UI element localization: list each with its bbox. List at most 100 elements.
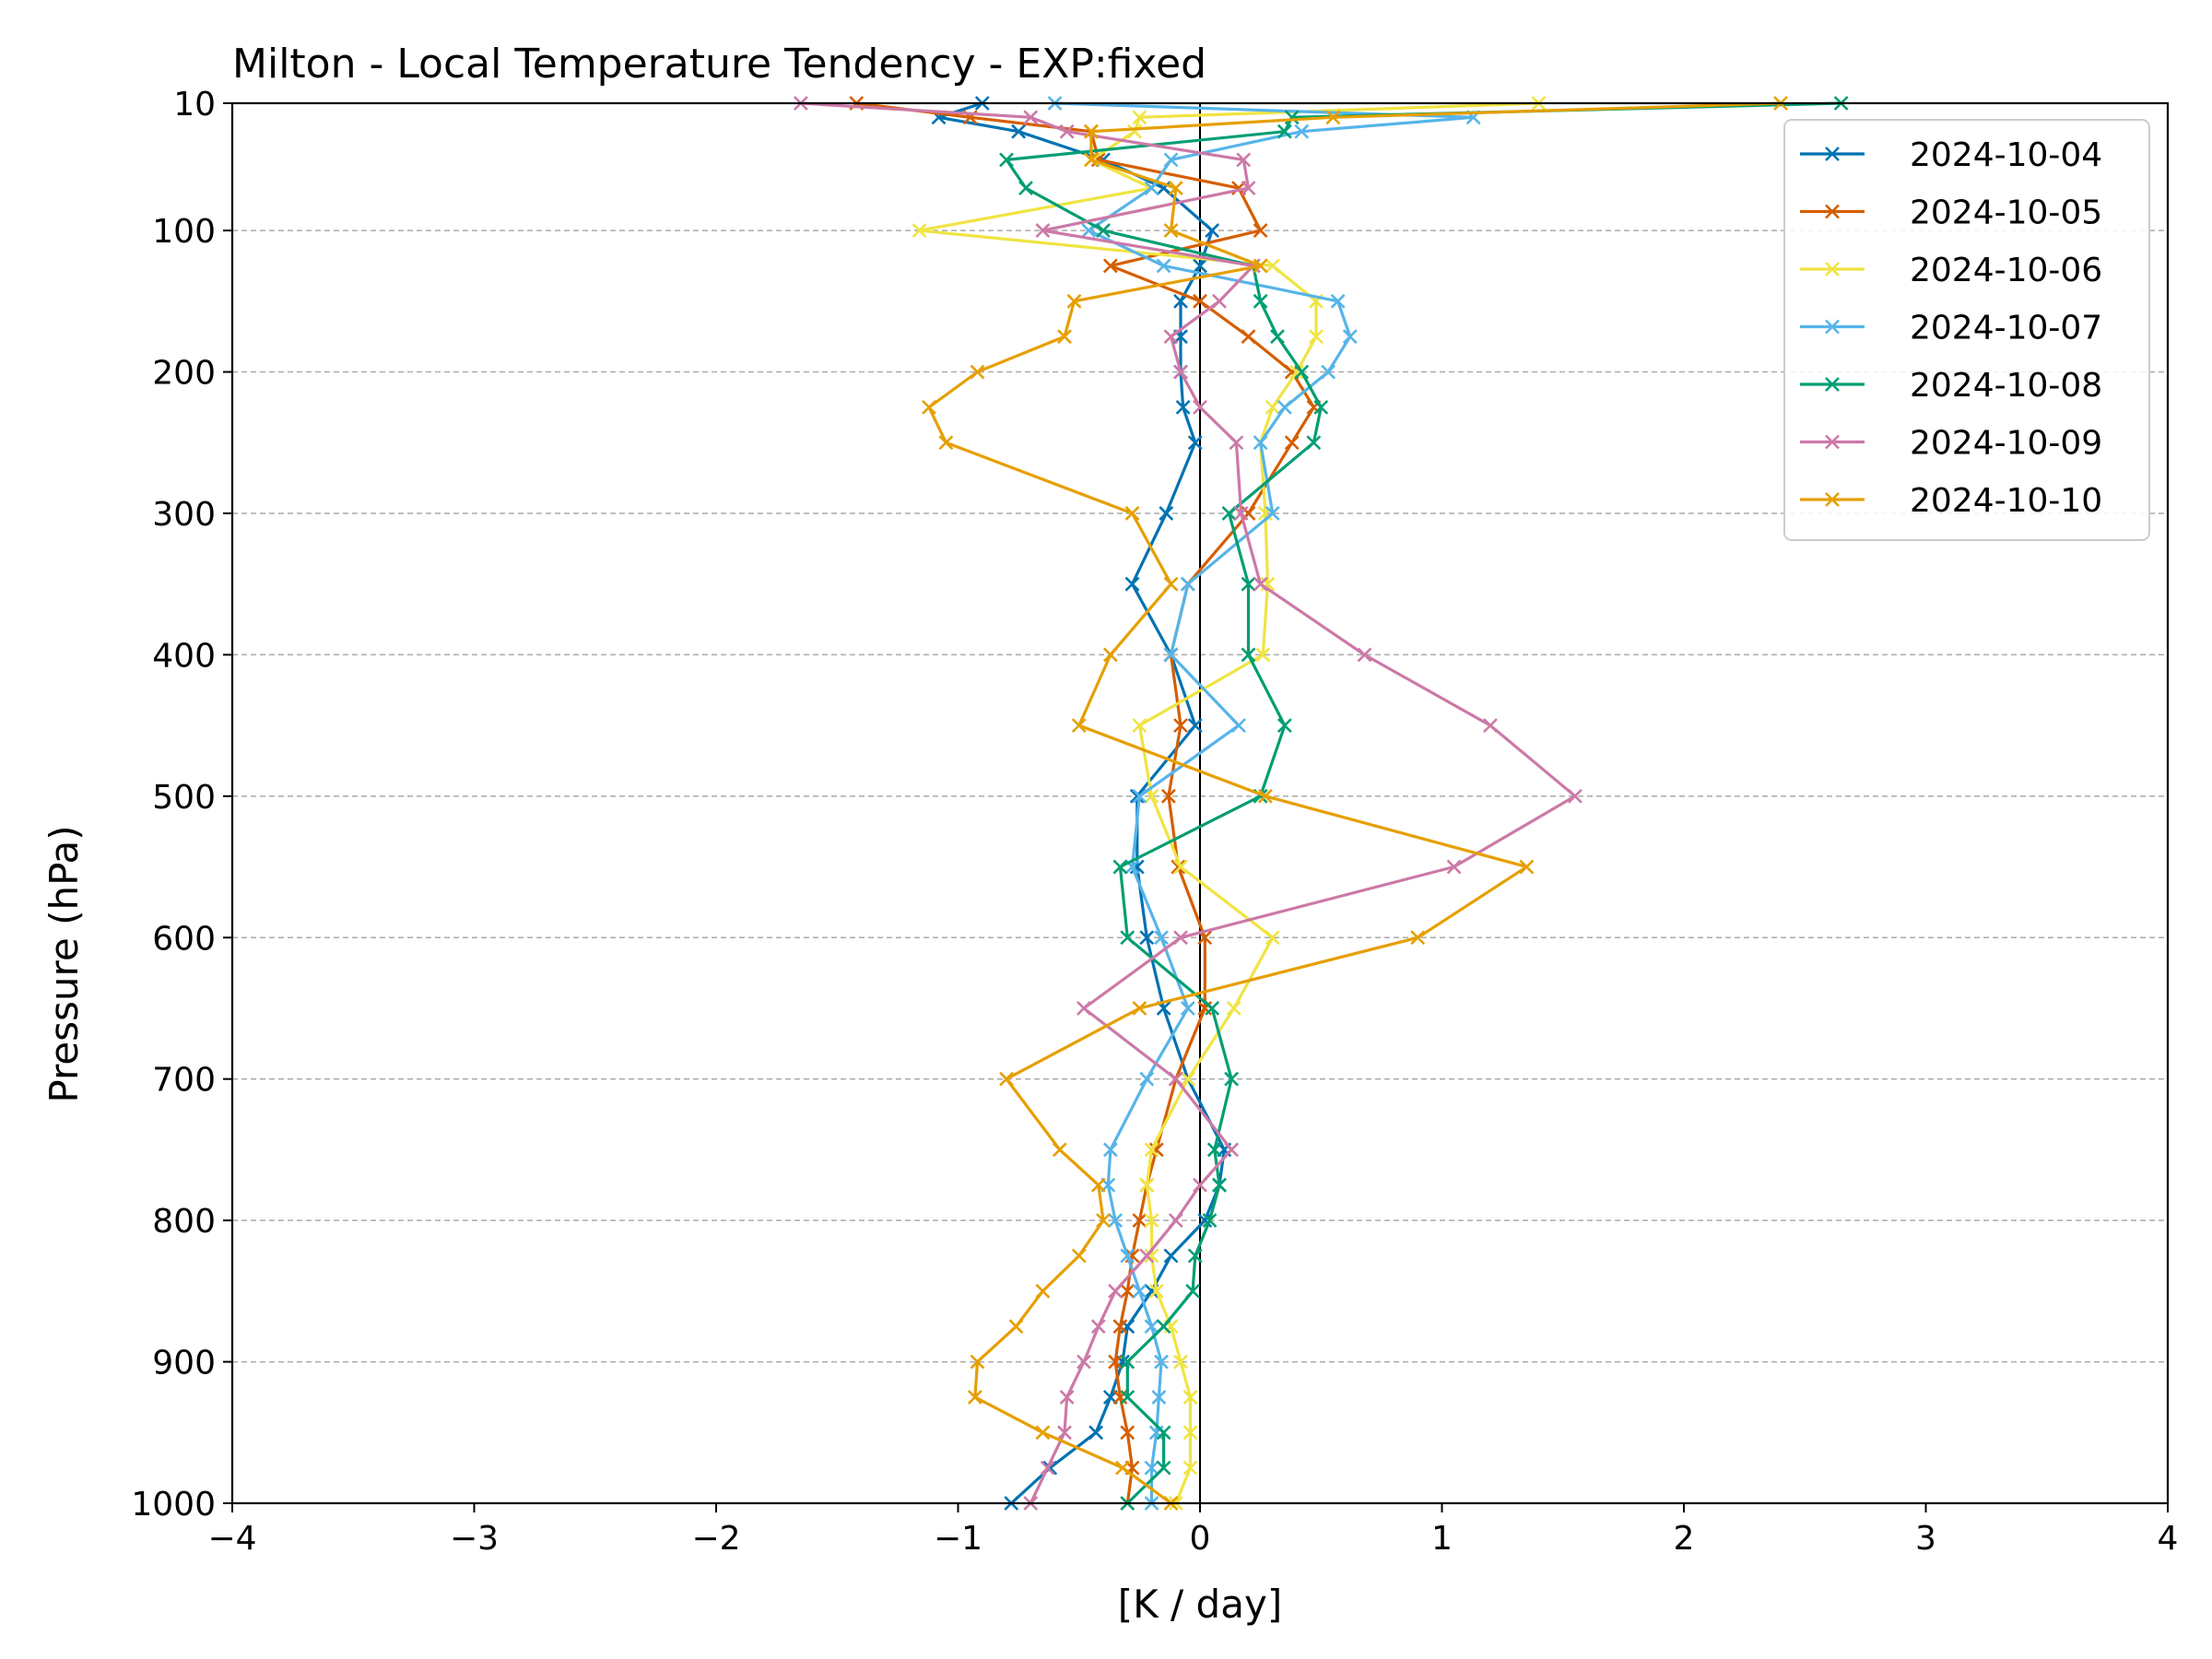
data-point	[1108, 1283, 1124, 1299]
data-point	[1173, 293, 1188, 309]
data-point	[1325, 110, 1341, 125]
data-point	[1180, 576, 1195, 592]
legend-entry: 2024-10-10	[1800, 482, 2102, 520]
legend-marker	[1825, 204, 1840, 219]
data-point	[1088, 1425, 1104, 1441]
data-point	[1233, 506, 1249, 521]
series-line	[1054, 101, 1476, 1503]
y-tick-label: 800	[152, 1203, 216, 1241]
data-point	[1144, 1213, 1159, 1229]
data-point	[1163, 576, 1179, 592]
data-point	[1173, 1354, 1188, 1370]
data-point	[1112, 859, 1128, 875]
data-point	[1265, 399, 1280, 415]
legend-entry: 2024-10-04	[1800, 136, 2102, 174]
data-point	[1018, 181, 1033, 195]
data-point	[1023, 110, 1039, 125]
data-point	[1059, 124, 1075, 139]
data-point	[1231, 718, 1246, 734]
data-point	[1077, 1354, 1091, 1370]
legend-marker	[1825, 377, 1840, 392]
data-point	[1139, 1071, 1155, 1087]
data-point	[1144, 1248, 1159, 1264]
data-point	[1182, 1390, 1198, 1405]
data-point	[1127, 124, 1143, 139]
data-point	[1193, 1177, 1207, 1193]
data-point	[1120, 1283, 1135, 1299]
x-tick-label: 1	[1431, 1520, 1453, 1558]
legend-box	[1783, 119, 2150, 541]
data-point	[1059, 1390, 1075, 1405]
legend-label: 2024-10-04	[1910, 136, 2102, 174]
data-point	[1253, 258, 1268, 274]
data-point	[1077, 1001, 1091, 1016]
data-point	[1193, 293, 1207, 309]
data-point	[1313, 399, 1329, 415]
data-point	[1168, 1071, 1183, 1087]
data-point	[1342, 329, 1358, 345]
data-point	[1120, 1354, 1135, 1370]
y-tick-label: 700	[152, 1062, 216, 1100]
data-point	[1124, 576, 1140, 592]
y-tick-label: 600	[152, 920, 216, 958]
data-point	[1206, 1142, 1222, 1158]
data-point	[1163, 223, 1179, 239]
data-point	[1160, 788, 1176, 804]
data-point	[1294, 364, 1310, 380]
data-point	[1187, 435, 1203, 451]
legend-entry: 2024-10-05	[1800, 194, 2102, 232]
data-point	[1309, 329, 1324, 345]
data-point	[1129, 788, 1145, 804]
legend-label: 2024-10-10	[1910, 482, 2102, 520]
data-point	[1306, 435, 1322, 451]
data-point	[1132, 1213, 1147, 1229]
data-point	[1277, 718, 1292, 734]
data-point	[1173, 930, 1188, 946]
data-point	[1241, 329, 1256, 345]
data-point	[1102, 647, 1118, 663]
data-point	[1289, 364, 1304, 380]
legend-marker	[1825, 262, 1840, 276]
data-point	[1071, 718, 1087, 734]
data-point	[1163, 647, 1179, 663]
y-tick-label: 500	[152, 779, 216, 817]
data-point	[1221, 506, 1237, 521]
data-point	[1163, 329, 1179, 345]
data-point	[1193, 258, 1207, 274]
data-point	[999, 1071, 1014, 1087]
data-point	[1265, 930, 1280, 946]
x-tick-label: −3	[450, 1520, 499, 1558]
y-tick-label: 1000	[131, 1486, 216, 1524]
x-tick-label: 3	[1915, 1520, 1936, 1558]
series-line	[936, 101, 1226, 1505]
data-point	[1011, 124, 1027, 139]
data-point	[1156, 1319, 1171, 1335]
x-tick-label: 4	[2158, 1520, 2179, 1558]
data-point	[1446, 859, 1462, 875]
data-point	[1212, 1177, 1227, 1193]
data-point	[1168, 1213, 1183, 1229]
x-axis-label: [K / day]	[1118, 1582, 1282, 1627]
data-point	[1173, 859, 1188, 875]
legend-label: 2024-10-09	[1910, 425, 2102, 463]
data-point	[1096, 1213, 1111, 1229]
legend-label: 2024-10-06	[1910, 252, 2102, 289]
data-point	[1124, 506, 1140, 521]
data-point	[1168, 181, 1183, 195]
tick-layer: −4 −3 −2 −1 0 1 2 3 4 10 100 200 300 400 500 600 700 800 9…	[131, 86, 2178, 1558]
x-tick-label: 0	[1190, 1520, 1211, 1558]
data-point	[1040, 1460, 1055, 1476]
data-point	[1035, 223, 1051, 239]
data-point	[1159, 506, 1174, 521]
data-point	[1132, 788, 1147, 804]
legend-marker	[1825, 319, 1840, 335]
data-point	[1224, 1142, 1240, 1158]
data-point	[1008, 1319, 1024, 1335]
data-point	[1182, 1425, 1198, 1441]
data-point	[1144, 1319, 1159, 1335]
data-point	[1066, 293, 1082, 309]
y-tick-label: 10	[173, 86, 216, 124]
data-point	[1132, 718, 1147, 734]
data-point	[1144, 181, 1159, 195]
series-2024-10-10	[922, 96, 1788, 1511]
